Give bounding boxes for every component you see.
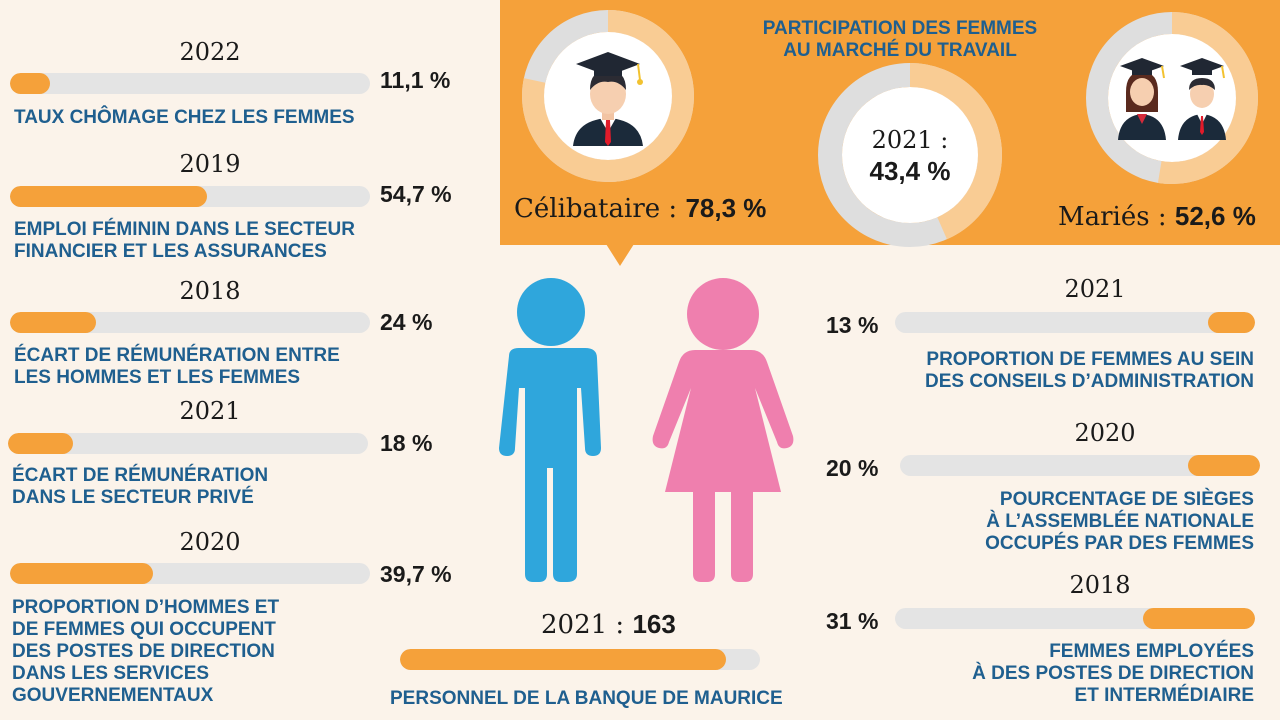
bar-caption: FEMMES EMPLOYÉES À DES POSTES DE DIRECTI… — [972, 641, 1254, 706]
year-label: 2018 — [179, 277, 241, 305]
bar-caption: EMPLOI FÉMININ DANS LE SECTEUR FINANCIER… — [14, 219, 355, 262]
value-label: 31 % — [826, 608, 879, 634]
bar-fill — [10, 563, 153, 584]
bar-track — [10, 186, 370, 207]
value-label: 54,7 % — [380, 181, 452, 207]
value-label: 20 % — [826, 455, 879, 481]
donut-celibataire — [522, 10, 694, 182]
year-label: 2020 — [179, 528, 241, 556]
year-label: 2018 — [1069, 571, 1131, 599]
graduate-couple-icon — [1118, 58, 1226, 140]
bar-caption: PROPORTION DE FEMMES AU SEIN DES CONSEIL… — [925, 349, 1254, 392]
stat-label: 2021 : — [541, 610, 625, 640]
value-label: 13 % — [826, 312, 879, 338]
donut-slice — [522, 10, 694, 182]
value-label: 11,1 % — [380, 67, 451, 93]
bar-track — [8, 433, 368, 454]
donut-maries — [1086, 12, 1258, 184]
panel-title: PARTICIPATION DES FEMMES AU MARCHÉ DU TR… — [762, 18, 1038, 61]
stat-value: 78,3 % — [685, 193, 767, 223]
bar-track — [895, 608, 1255, 629]
bar-track — [895, 312, 1255, 333]
bar-caption: ÉCART DE RÉMUNÉRATION DANS LE SECTEUR PR… — [12, 465, 269, 508]
bar-fill — [10, 73, 50, 94]
stat-celibataire: Célibataire : 78,3 % — [514, 193, 766, 224]
panel-pointer — [606, 244, 634, 266]
year-label: 2020 — [1074, 419, 1136, 447]
stat-label: Célibataire : — [514, 194, 678, 224]
bar-caption: POURCENTAGE DE SIÈGES À L’ASSEMBLÉE NATI… — [985, 489, 1254, 554]
donut-slice — [818, 63, 1002, 247]
bar-track — [10, 563, 370, 584]
value-label: 39,7 % — [380, 561, 452, 587]
bar-caption: TAUX CHÔMAGE CHEZ LES FEMMES — [14, 107, 355, 128]
bar-caption: PERSONNEL DE LA BANQUE DE MAURICE — [390, 688, 783, 709]
value-label: 18 % — [380, 430, 433, 456]
bar-track — [400, 649, 760, 670]
man-figure-icon — [499, 278, 601, 582]
donut-center-year: 2021 : — [871, 126, 949, 154]
donut-slice — [1086, 12, 1258, 184]
graduate-man-icon — [573, 52, 643, 146]
bar-fill — [1188, 455, 1260, 476]
year-label: 2022 — [179, 38, 241, 66]
value-label: 24 % — [380, 309, 433, 335]
donut-center-value: 43,4 % — [869, 156, 951, 186]
year-label: 2021 — [179, 397, 241, 425]
bar-caption: PROPORTION D’HOMMES ET DE FEMMES QUI OCC… — [12, 597, 280, 706]
stat-value: 163 — [632, 609, 676, 639]
bar-caption: ÉCART DE RÉMUNÉRATION ENTRE LES HOMMES E… — [14, 345, 340, 388]
bar-fill — [400, 649, 726, 670]
staff-stat: 2021 : 163 — [541, 609, 676, 640]
stat-value: 52,6 % — [1174, 201, 1256, 231]
bar-track — [10, 312, 370, 333]
year-label: 2021 — [1064, 275, 1126, 303]
donut-2021 — [818, 63, 1002, 247]
bar-fill — [1143, 608, 1255, 629]
bar-track — [900, 455, 1260, 476]
bar-fill — [1208, 312, 1255, 333]
bar-fill — [10, 312, 97, 333]
bar-fill — [10, 186, 207, 207]
woman-figure-icon — [652, 278, 794, 582]
stat-maries: Mariés : 52,6 % — [1058, 201, 1256, 232]
stat-label: Mariés : — [1058, 202, 1167, 232]
bar-fill — [8, 433, 73, 454]
bar-track — [10, 73, 370, 94]
year-label: 2019 — [179, 150, 241, 178]
